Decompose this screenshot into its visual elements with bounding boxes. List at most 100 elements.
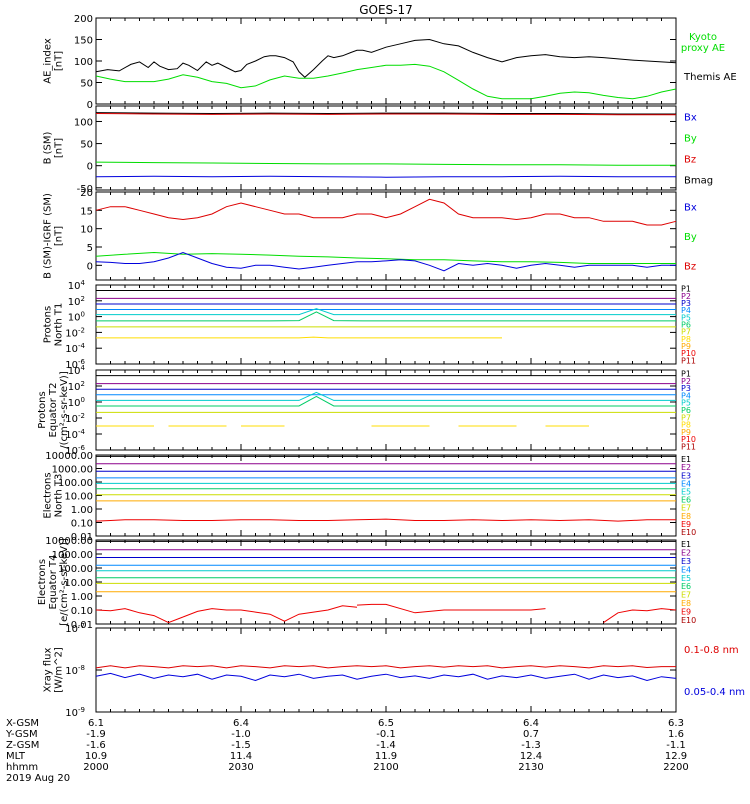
- legend-entry: P9: [681, 342, 691, 351]
- x-column-value: -1.6: [86, 740, 106, 751]
- legend-entry: E9: [681, 520, 691, 529]
- legend-entry: By: [684, 232, 697, 243]
- y-axis-label: [nT]: [54, 51, 65, 71]
- y-axis-label: AE_index: [43, 38, 54, 84]
- series-line-3: [95, 251, 676, 272]
- legend-entry: P8: [681, 335, 691, 344]
- y-axis-label: [nT]: [54, 138, 65, 158]
- panel-frame: [95, 284, 677, 365]
- legend-entry: P3: [681, 384, 691, 393]
- y-tick-label: 10-4: [65, 342, 85, 355]
- panel-frame: [95, 539, 677, 625]
- panel-6: 10000.00 1000.00 100.00 10.00 1.00 0.10 0.01 El…: [43, 451, 697, 543]
- panel-frame: [95, 17, 677, 105]
- y-tick-label: 104: [68, 279, 86, 292]
- x-column-value: 6.4: [523, 718, 539, 729]
- panel-8: 10-7 10-8 10-9 Xray flux [W/m^2] 0.1-0.8 nm 0.…: [43, 622, 746, 719]
- x-column-value: 0.7: [523, 729, 539, 740]
- panel-frame: [95, 454, 677, 537]
- legend-entry: P8: [681, 421, 691, 430]
- y-axis-label: Xray flux: [43, 648, 54, 693]
- legend-entry: Bz: [684, 261, 696, 272]
- y-tick-label: 0: [87, 162, 93, 173]
- y-axis-label: Electrons: [37, 559, 48, 605]
- y-axis-label: Equator T2: [48, 383, 59, 438]
- y-tick-label: 20: [80, 188, 93, 199]
- legend-entry: P2: [681, 377, 691, 386]
- series-line-11: [269, 605, 358, 622]
- legend-entry: By: [684, 134, 697, 145]
- x-column-value: 12.4: [520, 751, 542, 762]
- y-tick-label: 10-9: [65, 706, 85, 719]
- y-tick-label: 10-2: [65, 326, 85, 339]
- y-tick-label: 5: [87, 243, 93, 254]
- x-column-value: 11.4: [230, 751, 252, 762]
- legend-entry: E8: [681, 512, 691, 521]
- y-tick-label: 10: [80, 225, 93, 236]
- series-line-5: [96, 391, 676, 401]
- plot-title: GOES-17: [359, 3, 413, 17]
- y-axis-label: [W/m^2]: [54, 647, 65, 693]
- y-tick-label: 150: [74, 36, 93, 47]
- y-tick-label: 1.00: [71, 592, 93, 603]
- y-axis-label: B (SM): [43, 131, 54, 164]
- series-line-2: [95, 251, 676, 264]
- x-column-value: 6.3: [668, 718, 684, 729]
- panel-frame: [95, 627, 677, 713]
- series-line-13: [603, 608, 677, 624]
- x-column-value: 2130: [518, 762, 543, 773]
- x-column-value: -1.3: [521, 740, 541, 751]
- panel-3: 20 15 10 5 0 B (SM)-IGRF (SM) [nT] Bx By Bz: [43, 188, 697, 281]
- y-tick-label: 104: [68, 364, 86, 377]
- y-tick-label: 0.01: [71, 620, 93, 631]
- legend-entry: Bx: [684, 203, 697, 214]
- legend-entry: Kyoto: [689, 32, 717, 43]
- series-line-8: [96, 336, 502, 339]
- panel-frame: [95, 191, 677, 281]
- y-tick-label: 10.00: [64, 492, 93, 503]
- legend-entry: P3: [681, 299, 691, 308]
- series-line-1: [95, 198, 677, 226]
- panel-5: 104 102 100 10-2 10-4 10-6 Protons Equator T2/(…: [37, 364, 696, 457]
- legend-entry: P10: [681, 349, 696, 358]
- legend-entry: E2: [681, 549, 691, 558]
- y-tick-label: 0.10: [71, 519, 93, 530]
- y-axis-label: Protons: [43, 306, 54, 343]
- legend-entry: E4: [681, 479, 691, 488]
- legend-entry: E2: [681, 463, 691, 472]
- y-tick-label: 10000.00: [45, 451, 93, 462]
- x-row-label: Z-GSM: [6, 740, 39, 751]
- legend-entry: P1: [681, 370, 691, 379]
- legend-entry: P7: [681, 413, 691, 422]
- y-tick-label: 10-6: [65, 358, 85, 371]
- legend-entry: P4: [681, 306, 691, 315]
- x-column-value: 6.5: [378, 718, 394, 729]
- x-column-value: -0.1: [376, 729, 396, 740]
- y-tick-label: 1000.00: [52, 465, 93, 476]
- y-tick-label: 100.00: [58, 564, 93, 575]
- x-column-value: 2200: [663, 762, 688, 773]
- y-tick-label: 15: [80, 206, 93, 217]
- legend-entry: E1: [681, 455, 691, 464]
- series-line-4: [95, 175, 676, 178]
- y-axis-label: North T3: [54, 474, 65, 518]
- y-axis-label: /(cm²-s-sr-keV)]: [59, 371, 70, 449]
- legend-entry: E8: [681, 599, 691, 608]
- legend-entry: P1: [681, 285, 691, 294]
- y-axis-label: Equator T4: [48, 555, 59, 610]
- legend-entry: P5: [681, 313, 691, 322]
- x-column-value: -1.4: [376, 740, 396, 751]
- x-column-value: -1.5: [231, 740, 251, 751]
- series-line-9: [95, 608, 184, 624]
- legend-entry: P7: [681, 328, 691, 337]
- x-column-value: 11.9: [375, 751, 397, 762]
- y-tick-label: 100: [74, 117, 93, 128]
- x-column-value: -1.0: [231, 729, 251, 740]
- legend-entry: P2: [681, 292, 691, 301]
- y-tick-label: 102: [68, 380, 85, 393]
- y-tick-label: 10000.00: [45, 536, 93, 547]
- legend-entry: P9: [681, 428, 691, 437]
- y-tick-label: 10-4: [65, 428, 85, 441]
